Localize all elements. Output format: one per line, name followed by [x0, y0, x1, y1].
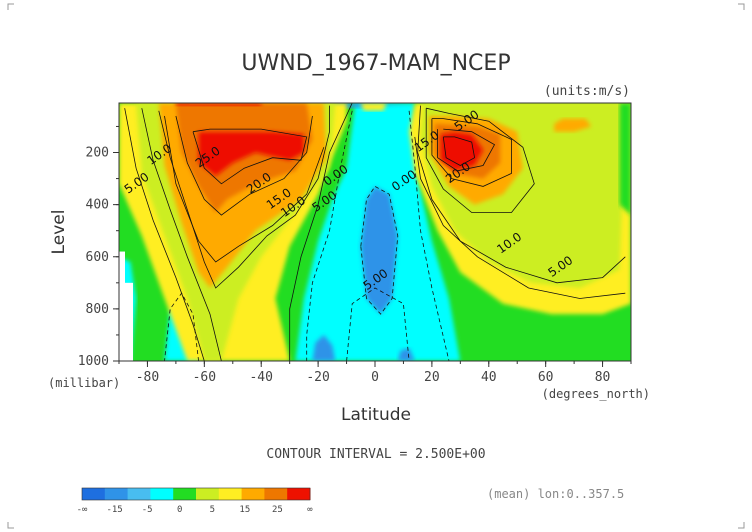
field-region [198, 131, 304, 176]
contour-line [289, 103, 353, 361]
x-unit-label: (degrees_north) [542, 387, 650, 401]
contour-line [442, 136, 476, 166]
x-tick-label: 80 [595, 370, 611, 385]
corner-mark [738, 3, 745, 10]
colorbar-label: -5 [142, 505, 153, 515]
x-tick-label: 40 [481, 370, 497, 385]
field-region [360, 103, 387, 111]
corner-mark [7, 3, 14, 10]
y-tick-label: 600 [86, 250, 109, 265]
colorbar-label: ∞ [307, 505, 313, 515]
y-tick-label: 800 [86, 302, 109, 317]
field-region [554, 118, 592, 132]
colorbar-swatch [173, 488, 197, 500]
contour-line [431, 118, 512, 187]
field-region [360, 186, 398, 315]
field-region [397, 348, 415, 361]
contour-line [425, 107, 535, 213]
y-tick-label: 1000 [78, 354, 109, 369]
x-tick-label: -80 [136, 370, 159, 385]
colorbar-swatch [196, 488, 220, 500]
y-unit-label: (millibar) [48, 376, 120, 390]
mean-note: (mean) lon:0..357.5 [487, 487, 624, 501]
plot-area: 25.020.015.010.010.05.005.000.00 0.005.00… [119, 103, 631, 361]
contour-line [192, 128, 308, 185]
y-tick-label: 400 [86, 198, 109, 213]
contour-line [414, 136, 626, 299]
colorbar-swatch [241, 488, 265, 500]
field-layers [119, 103, 631, 361]
y-axis: 200 400 600 800 1000 [78, 125, 119, 369]
colorbar-label: -∞ [77, 505, 88, 515]
contour-line [417, 105, 626, 284]
x-axis-label: Latitude [341, 405, 411, 425]
contour-line-negative [346, 287, 410, 361]
contour-line [164, 115, 325, 263]
y-axis-label: Level [49, 210, 69, 255]
field-region [619, 103, 631, 216]
field-region [175, 103, 262, 107]
colorbar-label: 25 [272, 505, 283, 515]
x-tick-label: -20 [306, 370, 329, 385]
colorbar: -∞ -15 -5 0 5 15 25 ∞ [77, 487, 313, 515]
colorbar-swatch [287, 488, 311, 500]
contour-line-negative [360, 185, 399, 315]
x-tick-label: -40 [249, 370, 272, 385]
contour-lines [124, 103, 626, 361]
contour-line [175, 115, 313, 216]
colorbar-swatch [218, 488, 243, 500]
x-tick-label: 20 [424, 370, 440, 385]
contour-interval-note: CONTOUR INTERVAL = 2.500E+00 [266, 447, 485, 462]
units-label: (units:m/s) [544, 84, 630, 99]
contour-line [158, 105, 330, 289]
contour-line-negative [164, 292, 199, 361]
missing-data-mask [119, 251, 125, 361]
contour-line [437, 128, 496, 172]
field-region [312, 334, 336, 361]
contour-line [141, 108, 222, 361]
x-tick-label: 0 [371, 370, 379, 385]
colorbar-swatch [104, 488, 129, 500]
missing-data-mask [125, 282, 133, 361]
field-region [175, 103, 313, 213]
colorbar-swatch [127, 488, 151, 500]
x-tick-label: 60 [538, 370, 554, 385]
colorbar-swatch [150, 488, 174, 500]
x-axis: -80 -60 -40 -20 0 20 40 60 80 [118, 361, 632, 385]
colorbar-label: 0 [177, 505, 182, 515]
y-tick-label: 200 [86, 146, 109, 161]
corner-mark [7, 522, 14, 529]
contour-line-negative [408, 110, 450, 361]
x-tick-label: -60 [193, 370, 216, 385]
field-region [440, 131, 484, 171]
corner-mark [738, 522, 745, 529]
colorbar-label: 15 [239, 505, 250, 515]
colorbar-swatch [264, 488, 288, 500]
colorbar-label: 5 [210, 505, 215, 515]
colorbar-swatch [82, 488, 106, 500]
colorbar-label: -15 [106, 505, 122, 515]
chart-title: UWND_1967-MAM_NCEP [241, 51, 510, 76]
contour-line-negative [306, 110, 353, 361]
colorbar-frame [81, 487, 311, 501]
